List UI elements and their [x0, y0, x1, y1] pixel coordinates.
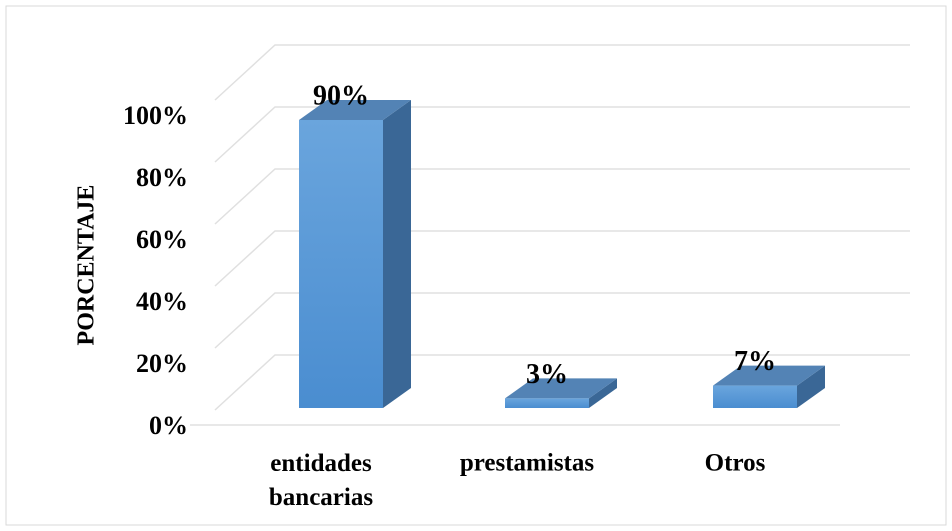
- x-tick-label: Otros: [705, 450, 766, 477]
- value-label: 3%: [526, 359, 568, 390]
- y-axis-title: PORCENTAJE: [74, 185, 100, 346]
- y-tick-label: 20%: [136, 349, 188, 378]
- value-label: 90%: [313, 80, 369, 111]
- bar: [299, 100, 411, 408]
- y-tick-label: 40%: [136, 287, 188, 316]
- y-tick-label: 60%: [136, 225, 188, 254]
- y-tick-label: 0%: [149, 411, 188, 440]
- x-tick-label: entidades bancarias: [269, 450, 373, 511]
- grid-line: [214, 106, 910, 163]
- grid-line: [214, 230, 910, 287]
- x-tick-label: prestamistas: [460, 450, 595, 477]
- bar-top: [713, 365, 825, 386]
- grid-line: [214, 292, 910, 349]
- bar-side: [383, 100, 411, 408]
- bar-front: [713, 385, 797, 408]
- y-tick-label: 80%: [136, 163, 188, 192]
- bar-side: [589, 378, 617, 408]
- bar-top: [505, 378, 617, 399]
- bar-front: [299, 120, 383, 408]
- value-label: 7%: [734, 346, 776, 377]
- bar-front: [505, 398, 589, 408]
- y-tick-label: 100%: [123, 101, 188, 130]
- bar: [713, 365, 825, 408]
- bar-side: [797, 365, 825, 408]
- chart-frame: [5, 5, 947, 526]
- bar-top: [299, 100, 411, 120]
- grid-line: [214, 168, 910, 225]
- grid-line: [214, 44, 910, 101]
- bar: [505, 378, 617, 408]
- grid-line: [214, 354, 910, 411]
